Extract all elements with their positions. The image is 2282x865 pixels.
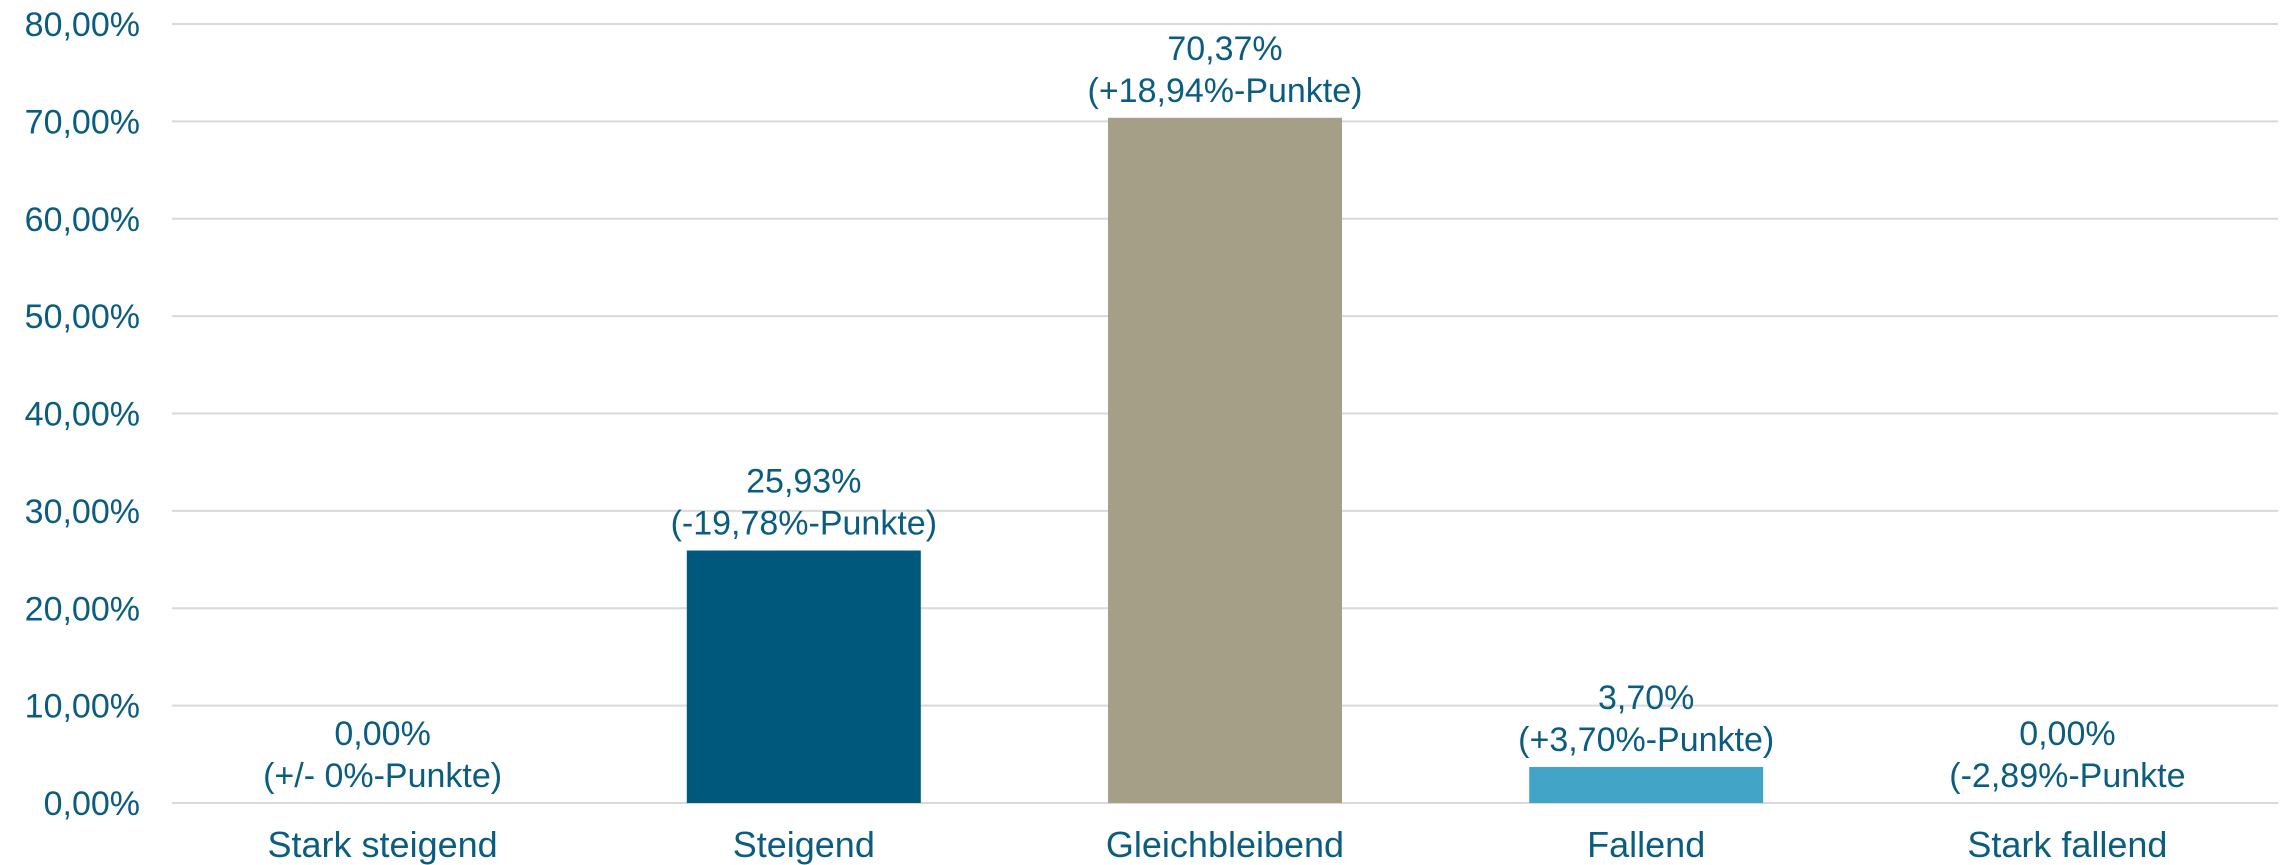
y-tick-label: 50,00% xyxy=(25,298,140,336)
x-category-label: Gleichbleibend xyxy=(1106,824,1344,865)
data-labels: 0,00% (+/- 0%-Punkte) 25,93% (-19,78%-Punkt… xyxy=(263,30,2185,795)
x-category-label: Fallend xyxy=(1587,824,1705,865)
y-tick-label: 60,00% xyxy=(25,201,140,239)
x-category-label: Stark fallend xyxy=(1967,824,2167,865)
bar xyxy=(1529,766,1764,803)
data-label-change: (+18,94%-Punkte) xyxy=(1088,72,1363,110)
y-tick-label: 40,00% xyxy=(25,396,140,434)
data-label-change: (+/- 0%-Punkte) xyxy=(263,757,502,795)
x-category-label: Stark steigend xyxy=(268,824,498,865)
data-label-value: 0,00% xyxy=(2019,715,2115,753)
y-tick-label: 30,00% xyxy=(25,493,140,531)
y-axis-tick-labels: 0,00% 10,00% 20,00% 30,00% 40,00% 50,00% 60,00… xyxy=(25,6,140,823)
x-category-label: Steigend xyxy=(733,824,875,865)
data-label-change: (+3,70%-Punkte) xyxy=(1518,721,1774,759)
x-axis-category-labels: Stark steigend Steigend Gleichbleibend Fall… xyxy=(268,824,2168,865)
y-tick-label: 10,00% xyxy=(25,688,140,726)
y-tick-label: 20,00% xyxy=(25,590,140,628)
y-tick-label: 70,00% xyxy=(25,103,140,141)
y-tick-label: 0,00% xyxy=(44,785,140,823)
bars xyxy=(686,117,1764,804)
data-label-change: (-2,89%-Punkte xyxy=(1949,757,2185,795)
data-label-value: 0,00% xyxy=(334,715,430,753)
data-label-value: 70,37% xyxy=(1167,30,1282,68)
bar xyxy=(686,550,921,803)
data-label-value: 25,93% xyxy=(746,463,861,501)
y-tick-label: 80,00% xyxy=(25,6,140,44)
bar xyxy=(1108,117,1342,804)
data-label-change: (-19,78%-Punkte) xyxy=(671,505,937,543)
data-label-value: 3,70% xyxy=(1598,679,1694,717)
